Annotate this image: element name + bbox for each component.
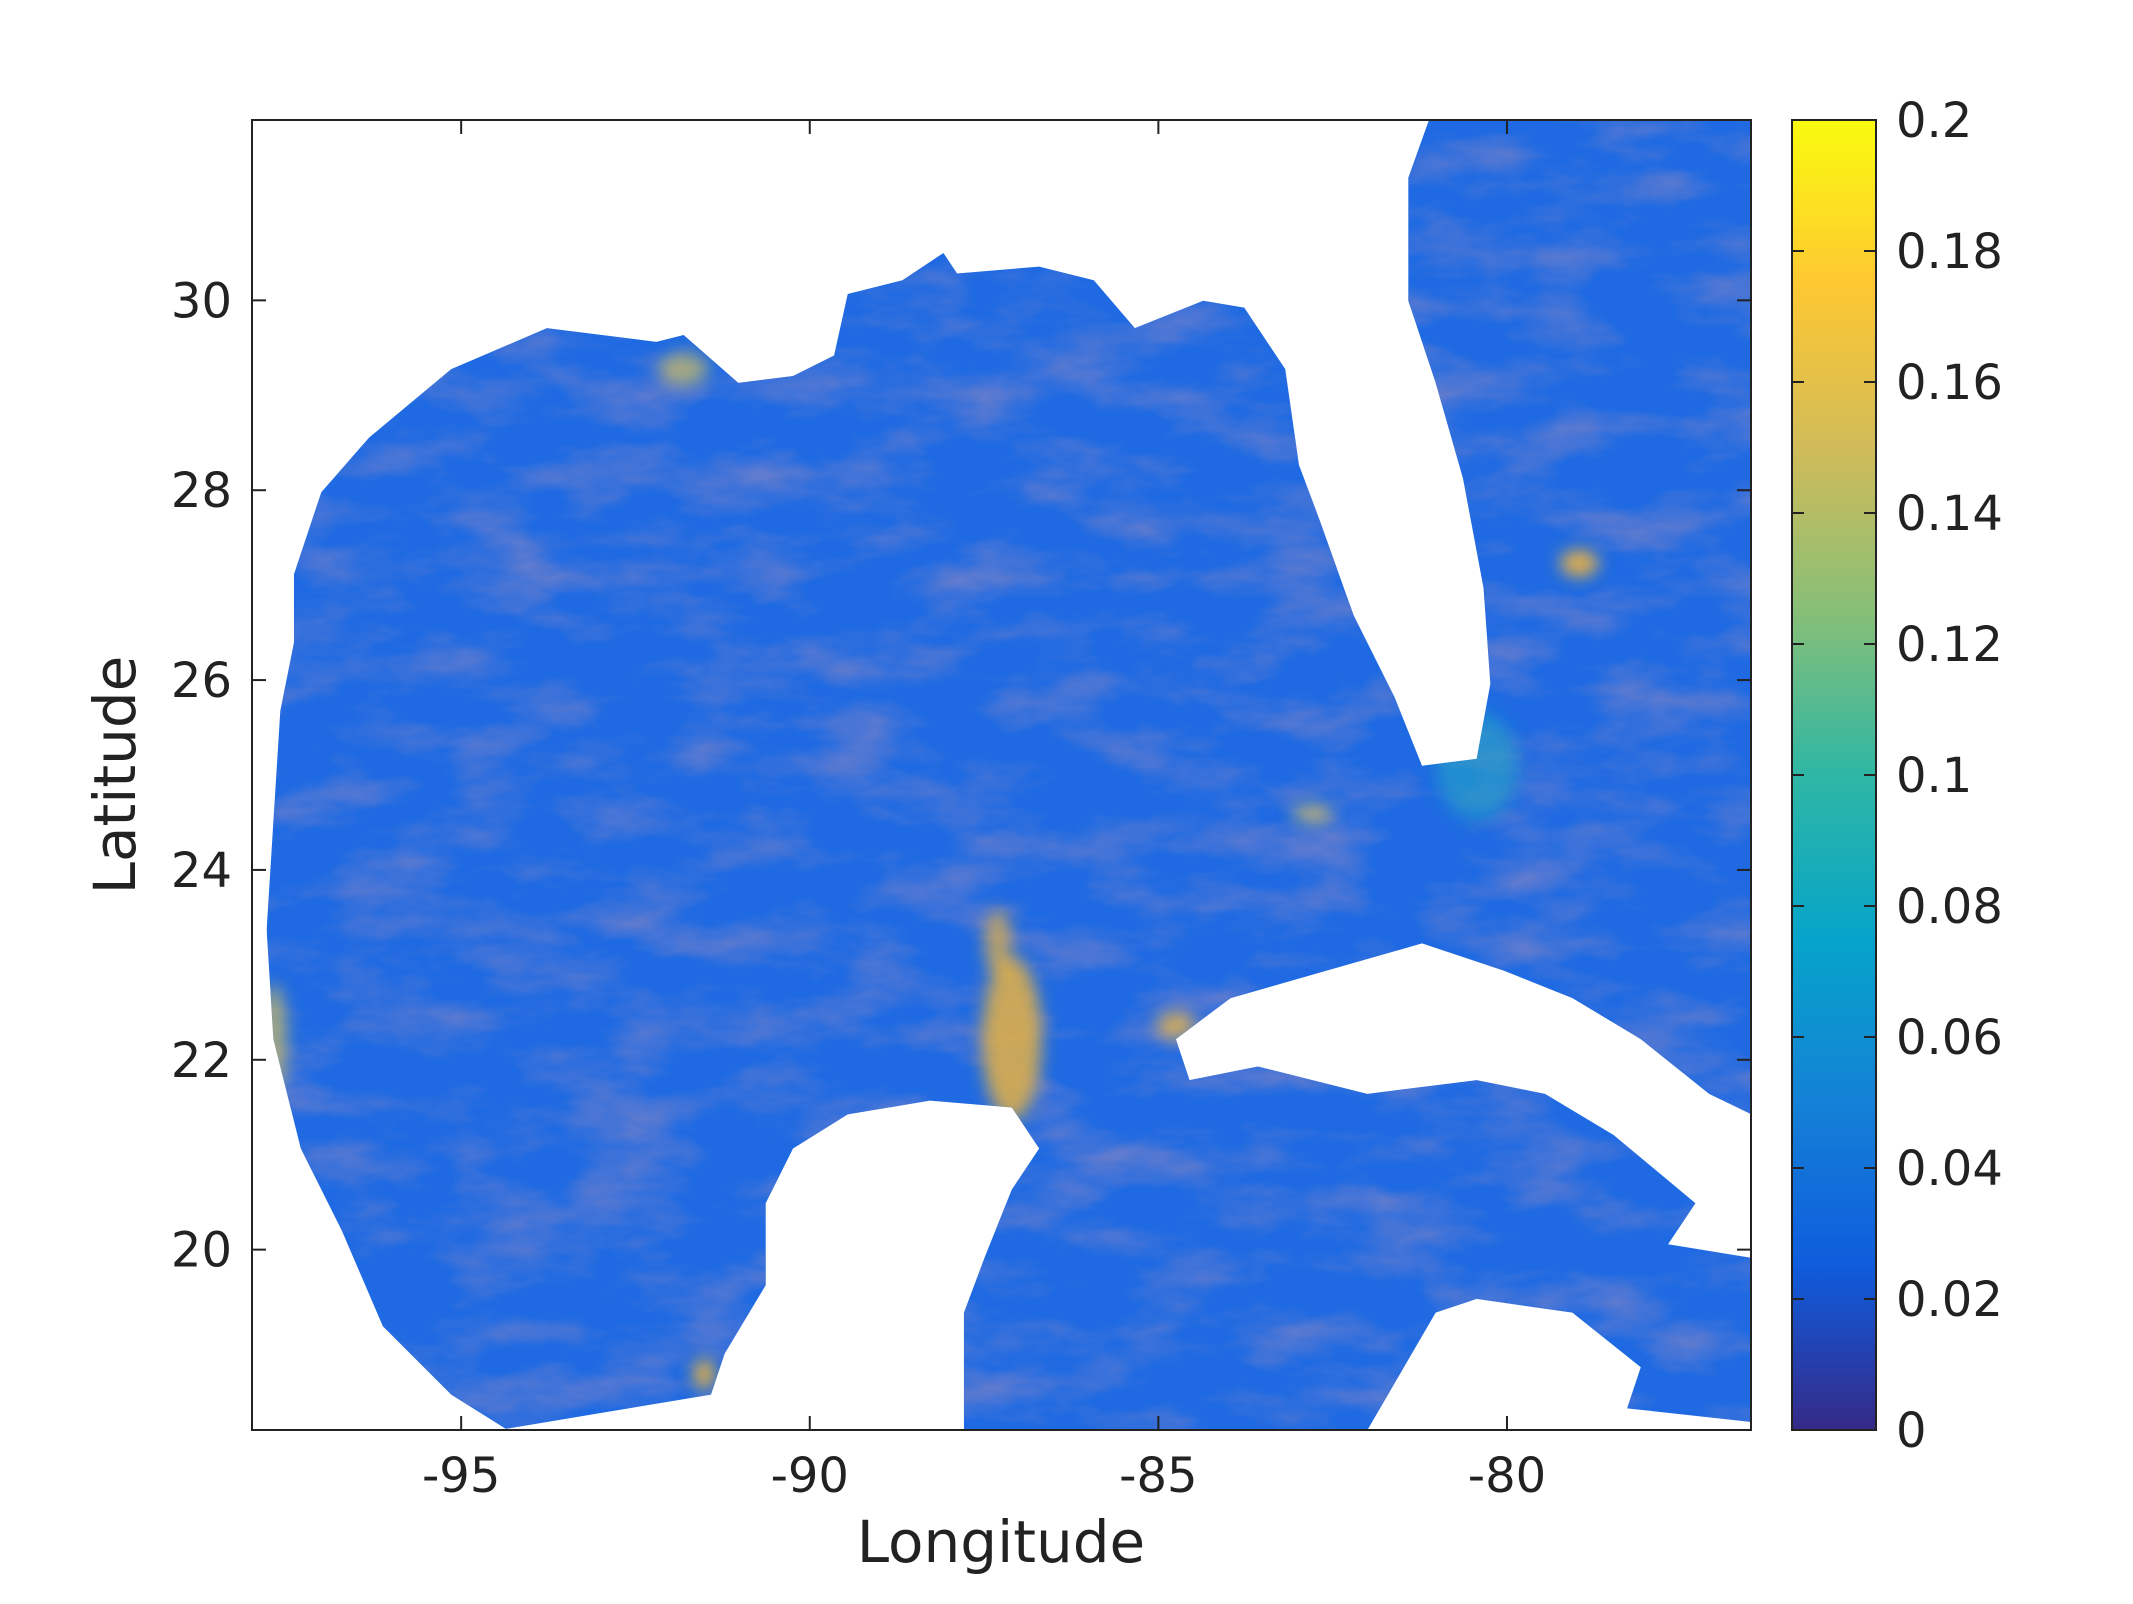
x-tick-label: -85 [1119, 1448, 1197, 1504]
colorbar-tick-label: 0 [1896, 1403, 1927, 1459]
x-tick-label: -95 [422, 1448, 500, 1504]
colorbar-tick-label: 0.14 [1896, 486, 2003, 542]
y-tick-label: 22 [171, 1033, 232, 1089]
colorbar [1791, 119, 1877, 1431]
field [266, 120, 1752, 1431]
plot-frame [251, 119, 1752, 1431]
colorbar-tick-label: 0.2 [1896, 93, 1972, 149]
sea-texture [266, 120, 1752, 1431]
colorbar-tick-label: 0.16 [1896, 355, 2003, 411]
x-axis-label: Longitude [857, 1508, 1145, 1576]
y-tick-label: 26 [171, 653, 232, 709]
y-tick-label: 30 [171, 273, 232, 329]
y-tick-label: 20 [171, 1223, 232, 1279]
colorbar-tick-label: 0.1 [1896, 748, 1972, 804]
colorbar-tick-label: 0.08 [1896, 879, 2003, 935]
colorbar-tick-label: 0.04 [1896, 1141, 2003, 1197]
y-tick-label: 28 [171, 463, 232, 519]
y-tick-label: 24 [171, 843, 232, 899]
y-axis-label: Latitude [81, 656, 149, 895]
colorbar-tick-label: 0.12 [1896, 617, 2003, 673]
x-tick-label: -90 [771, 1448, 849, 1504]
colorbar-tick-label: 0.18 [1896, 224, 2003, 280]
colorbar-tick-label: 0.02 [1896, 1272, 2003, 1328]
colorbar-tick-label: 0.06 [1896, 1010, 2003, 1066]
hotspots [266, 352, 1599, 1391]
x-tick-label: -80 [1468, 1448, 1546, 1504]
